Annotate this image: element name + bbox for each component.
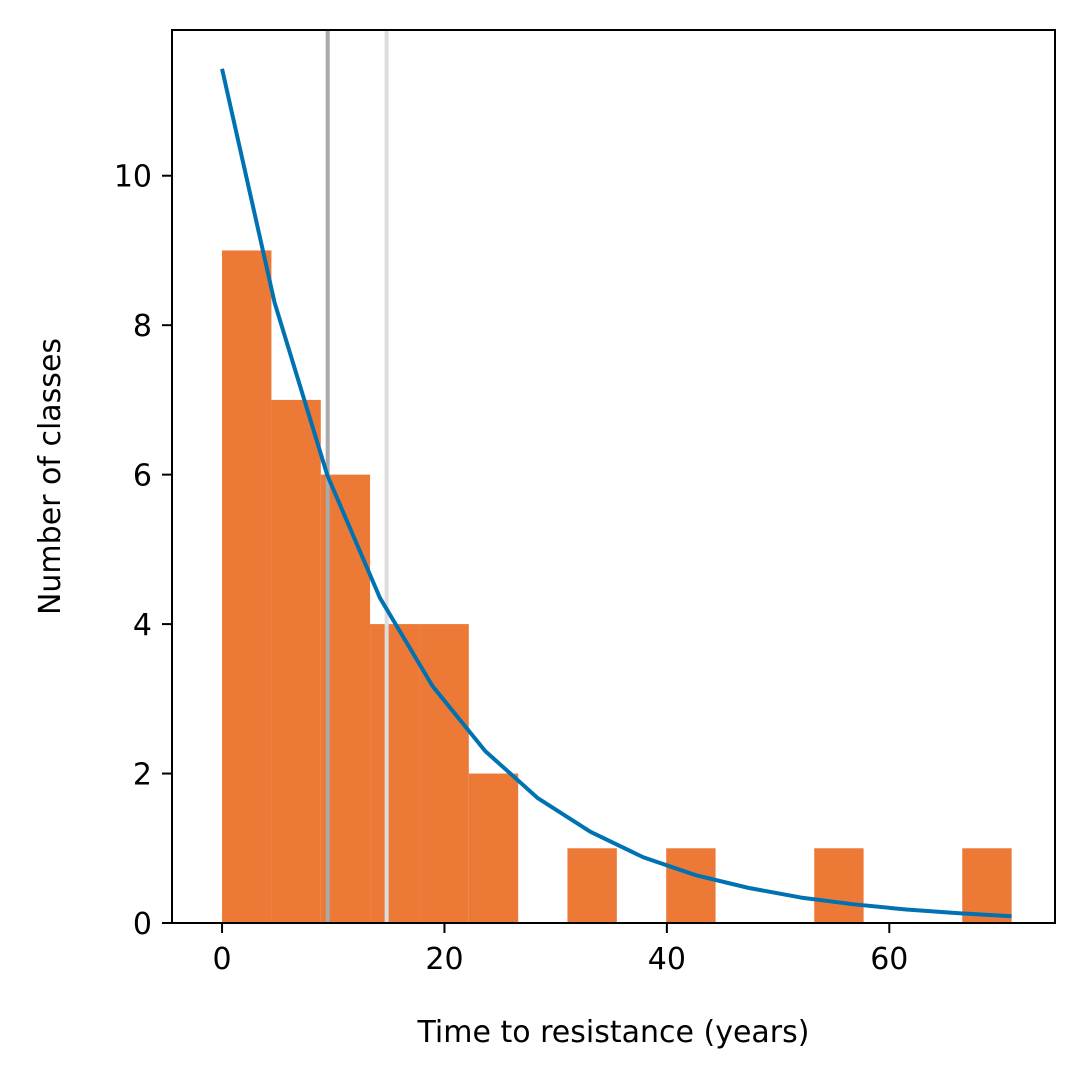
y-tick-label: 8	[133, 309, 152, 344]
histogram-bar	[419, 624, 469, 923]
fit-curve-layer	[220, 68, 1012, 919]
x-tick-label: 0	[212, 942, 231, 977]
x-axis-title: Time to resistance (years)	[417, 1015, 810, 1050]
fit-curve-line	[220, 68, 1012, 919]
x-axis-ticks: 0 20 40 60	[212, 923, 908, 977]
y-tick-label: 0	[133, 907, 152, 942]
y-tick-label: 4	[133, 608, 152, 643]
histogram-bar	[222, 250, 272, 923]
histogram-bar	[567, 848, 617, 923]
histogram-bar	[814, 848, 864, 923]
histogram-bar	[666, 848, 716, 923]
histogram-bar	[271, 399, 321, 923]
histogram-bar	[370, 624, 420, 923]
histogram-bar	[962, 848, 1012, 923]
histogram-bar	[468, 773, 519, 923]
x-tick-label: 40	[648, 942, 686, 977]
y-tick-label: 10	[114, 160, 152, 195]
plot-frame	[171, 29, 1056, 924]
y-tick-label: 2	[133, 758, 152, 793]
x-tick-label: 60	[870, 942, 908, 977]
y-axis-title: Number of classes	[33, 338, 68, 615]
y-tick-label: 6	[133, 459, 152, 494]
x-tick-label: 20	[425, 942, 463, 977]
y-axis-ticks: 0 2 4 6 8 10	[114, 160, 172, 942]
bars-layer	[222, 250, 1012, 923]
